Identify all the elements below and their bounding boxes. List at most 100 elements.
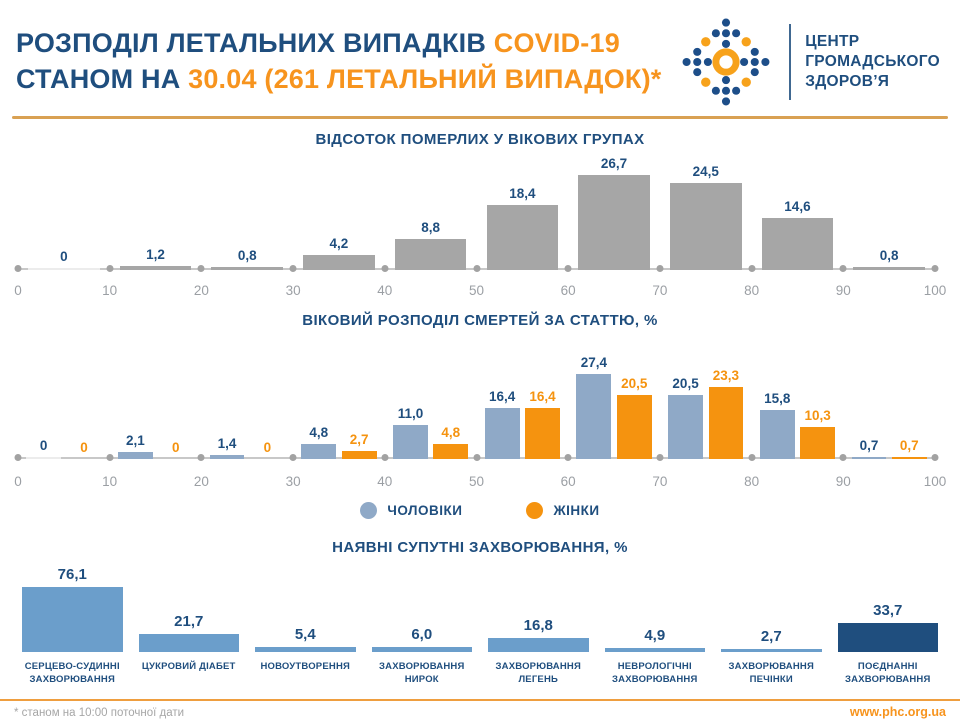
bar-value-label: 16,4 [489,389,516,404]
bar-value-label: 11,0 [397,406,424,421]
axis-tick-label: 50 [468,474,485,489]
bar-value-label: 2,1 [125,433,145,448]
chart-comorbidities: НАЯВНІ СУПУТНІ ЗАХВОРЮВАННЯ, % 76,1 СЕРЦЕ… [0,539,960,687]
logo-text-line3: ЗДОРОВ’Я [805,73,890,91]
bar-value-label: 23,3 [712,368,740,383]
bar [484,408,520,459]
legend-item-male: ЧОЛОВІКИ [360,501,462,519]
comorbidity-bar-stack: 16,8 [488,560,589,652]
title-line-2: СТАНОМ НА 30.04 (261 ЛЕТАЛЬНИЙ ВИПАДОК)* [16,62,662,98]
axis-tick-dot [748,454,756,461]
chart-comorbid-title: НАЯВНІ СУПУТНІ ЗАХВОРЮВАННЯ, % [332,539,628,556]
axis-tick-dot [564,265,572,272]
axis-tick-label: 0 [14,283,22,298]
bar-value-label: 0,8 [879,248,899,263]
axis-tick-label: 100 [923,474,947,489]
category-label: ПОЄДНАННІ ЗАХВОРЮВАННЯ [845,661,931,686]
logo-text: ЦЕНТР ГРОМАДСЬКОГО ЗДОРОВ’Я [805,32,940,92]
axis-tick-label: 60 [560,474,576,489]
axis-tick-dot [197,454,205,461]
axis-tick-label: 90 [835,283,851,298]
axis-tick-label: 50 [468,283,485,298]
axis-tick-dot [106,265,114,272]
bar-value-label: 24,5 [692,164,719,179]
comorbidity-column: 2,7 ЗАХВОРЮВАННЯ ПЕЧІНКИ [713,560,830,687]
bar-value-label: 16,8 [523,617,553,634]
axis-tick-label: 20 [193,474,209,489]
title-accent-covid: COVID-19 [493,28,620,59]
bar [578,175,650,270]
bar [488,638,589,652]
bar [669,183,742,270]
axis-tick-label: 30 [285,474,301,489]
subtitle-accent-date: 30.04 (261 ЛЕТАЛЬНИЙ ВИПАДОК)* [188,64,662,94]
bar [301,444,337,459]
bar-value-label: 2,7 [349,432,369,447]
website-url: www.phc.org.ua [849,704,946,719]
axis-tick-dot [381,454,389,461]
bar-value-label: 76,1 [57,566,87,583]
bar [851,457,887,459]
comorbidity-column: 6,0 ЗАХВОРЮВАННЯ НИРОК [364,560,481,687]
header-rule [12,116,948,119]
bar [576,374,612,459]
bar [721,649,822,652]
bar-value-label: 5,4 [294,626,316,643]
bar [394,239,467,270]
bar [371,647,472,652]
bar [708,387,744,459]
bar-value-label: 0 [171,440,180,455]
bar [22,587,123,652]
logo-text-line1: ЦЕНТР [805,32,860,50]
footer: * станом на 10:00 поточної дати www.phc.… [0,701,960,719]
bar [486,205,559,270]
axis-tick-label: 10 [102,474,118,489]
bar [119,266,192,270]
bar-value-label: 0,7 [859,438,879,453]
chart-comorbid-plot: 76,1 СЕРЦЕВО-СУДИННІ ЗАХВОРЮВАННЯ 21,7 ЦУКРО… [14,560,946,687]
subtitle-text: СТАНОМ НА [16,64,181,94]
bar-value-label: 0 [39,438,48,453]
comorbidity-column: 76,1 СЕРЦЕВО-СУДИННІ ЗАХВОРЮВАННЯ [14,560,131,687]
axis-tick-dot [14,265,22,272]
bar [433,444,469,459]
axis-tick-dot [289,454,297,461]
comorbidity-column: 21,7 ЦУКРОВИЙ ДІАБЕТ [131,560,248,687]
axis-tick-label: 0 [14,474,22,489]
axis-tick-dot [14,454,22,461]
chart-age-plot: 0 10 20 30 40 50 60 70 80 90 100 0 1,2 0,8 4,2 8,8 18,4 2… [14,148,946,298]
phc-brand: ЦЕНТР ГРОМАДСЬКОГО ЗДОРОВ’Я [677,13,944,111]
bar [616,395,652,459]
category-label: НОВОУТВОРЕННЯ [260,661,351,672]
bar [525,408,560,459]
axis-tick-dot [748,265,756,272]
bar-value-label: 16,4 [529,389,556,404]
comorbidity-column: 16,8 ЗАХВОРЮВАННЯ ЛЕГЕНЬ [480,560,597,687]
footer-rule [0,698,960,701]
bar [393,425,428,459]
male-legend-dot-icon [360,501,378,519]
axis-tick-dot [931,265,939,272]
bar [211,267,283,270]
bar-value-label: 0,8 [237,248,257,263]
legend-item-female: ЖІНКИ [526,501,599,519]
bar [837,623,938,652]
axis-tick-label: 40 [377,474,393,489]
bar-value-label: 18,4 [509,186,536,201]
chart-legend: ЧОЛОВІКИ ЖІНКИ [0,495,960,525]
bar-value-label: 0,7 [899,438,919,453]
bar-value-label: 27,4 [580,355,608,370]
bar [255,647,356,652]
comorbidity-column: 4,9 НЕВРОЛОГІЧНІ ЗАХВОРЮВАННЯ [597,560,714,687]
bar [853,267,925,270]
chart-age-title: ВІДСОТОК ПОМЕРЛИХ У ВІКОВИХ ГРУПАХ [315,131,645,148]
axis-tick-dot [197,265,205,272]
title-text: РОЗПОДІЛ ЛЕТАЛЬНИХ ВИПАДКІВ [16,28,487,59]
page-title: РОЗПОДІЛ ЛЕТАЛЬНИХ ВИПАДКІВ COVID-19 СТА… [16,26,662,97]
bar-value-label: 26,7 [600,156,628,171]
comorbidity-bar-stack: 33,7 [837,560,938,652]
bar [26,457,62,459]
bar-value-label: 2,7 [760,628,782,645]
bar [117,452,153,459]
chart-age-by-sex: ВІКОВИЙ РОЗПОДІЛ СМЕРТЕЙ ЗА СТАТТЮ, % 0 1… [0,312,960,525]
